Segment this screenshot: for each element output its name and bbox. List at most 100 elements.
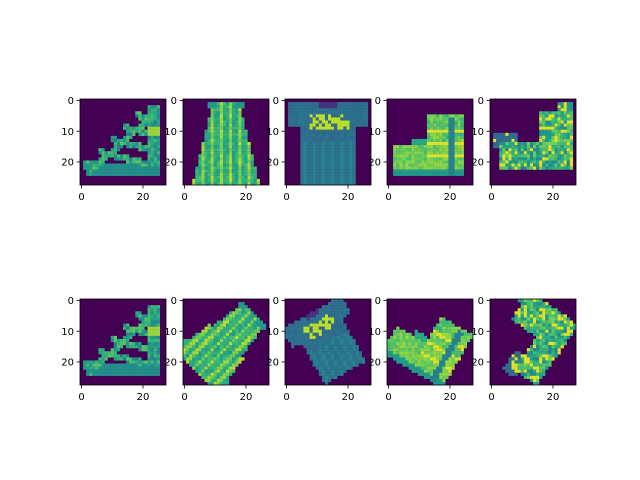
pixel-cell <box>219 172 224 176</box>
pixel-cell <box>331 348 335 352</box>
pixel-cell <box>303 181 307 186</box>
pixel-cell <box>454 332 458 337</box>
pixel-cell <box>312 314 316 318</box>
pixel-cell <box>195 363 199 367</box>
pixel-cell <box>213 102 217 106</box>
pixel-cell <box>414 142 418 146</box>
pixel-cell <box>340 338 344 343</box>
pixel-cell <box>119 338 124 343</box>
pixel-cell <box>526 351 531 355</box>
pixel-cell <box>250 169 254 173</box>
pixel-cell <box>539 354 543 358</box>
pixel-cell <box>414 154 418 158</box>
pixel-cell <box>98 366 102 370</box>
pixel-cell <box>563 138 567 143</box>
pixel-cell <box>399 148 403 152</box>
pixel-cell <box>92 163 96 167</box>
pixel-cell <box>554 317 558 321</box>
pixel-cell <box>210 342 214 346</box>
pixel-cell <box>198 345 202 349</box>
pixel-cell <box>433 345 437 349</box>
pixel-cell <box>533 317 537 321</box>
pixel-cell <box>328 378 332 383</box>
pixel-cell <box>324 154 329 158</box>
pixel-cell <box>204 175 208 180</box>
pixel-cell <box>560 338 564 343</box>
pixel-cell <box>110 354 114 358</box>
pixel-cell <box>331 305 335 309</box>
pixel-cell <box>204 345 208 349</box>
x-tick-label: 20 <box>547 192 560 203</box>
pixel-cell <box>355 354 359 358</box>
pixel-cell <box>457 338 461 343</box>
pixel-cell <box>545 123 549 127</box>
pixel-cell <box>250 160 254 164</box>
pixel-cell <box>499 145 503 149</box>
pixel-cell <box>340 154 344 158</box>
pixel-cell <box>523 311 528 315</box>
pixel-cell <box>153 126 157 130</box>
pixel-cell <box>229 357 233 361</box>
pixel-cell <box>349 108 353 112</box>
pixel-cell <box>337 132 341 137</box>
pixel-cell <box>86 172 90 176</box>
pixel-cell <box>318 354 323 358</box>
pixel-cell <box>328 111 332 115</box>
pixel-cell <box>141 129 145 133</box>
pixel-cell <box>399 329 403 333</box>
pixel-cell <box>460 163 464 167</box>
pixel-cell <box>244 166 248 170</box>
pixel-cell <box>288 120 292 124</box>
pixel-cell <box>346 138 350 143</box>
pixel-cell <box>451 163 455 167</box>
pixel-cell <box>138 132 142 137</box>
pixel-cell <box>232 311 236 315</box>
pixel-cell <box>119 354 124 358</box>
pixel-cell <box>526 160 531 164</box>
pixel-cell <box>439 323 443 327</box>
pixel-cell <box>207 151 211 155</box>
pixel-cell <box>318 338 323 343</box>
pixel-cell <box>300 129 304 133</box>
pixel-cell <box>539 123 543 127</box>
pixel-cell <box>557 320 561 324</box>
pixel-cell <box>204 157 208 161</box>
pixel-cell <box>135 311 139 315</box>
pixel-cell <box>321 357 326 361</box>
pixel-cell <box>352 348 356 352</box>
pixel-cell <box>563 123 567 127</box>
pixel-cell <box>226 138 230 143</box>
pixel-cell <box>436 138 440 143</box>
pixel-cell <box>250 163 254 167</box>
pixel-cell <box>436 166 440 170</box>
pixel-cell <box>331 175 335 180</box>
pixel-cell <box>89 160 93 164</box>
pixel-cell <box>150 342 154 346</box>
pixel-cell <box>396 351 400 355</box>
pixel-cell <box>545 305 549 309</box>
pixel-cell <box>219 120 224 124</box>
pixel-cell <box>433 166 437 170</box>
pixel-cell <box>156 151 161 155</box>
pixel-cell <box>226 363 230 367</box>
pixel-cell <box>321 338 326 343</box>
pixel-cell <box>119 172 124 176</box>
pixel-cell <box>150 163 154 167</box>
pixel-cell <box>150 117 154 121</box>
pixel-cell <box>337 111 341 115</box>
pixel-cell <box>343 332 347 337</box>
pixel-cell <box>210 102 214 106</box>
pixel-cell <box>430 351 434 355</box>
pixel-cell <box>520 145 524 149</box>
pixel-cell <box>321 348 326 352</box>
pixel-cell <box>526 357 531 361</box>
pixel-cell <box>533 351 537 355</box>
pixel-cell <box>253 335 257 340</box>
pixel-cell <box>216 102 221 106</box>
pixel-cell <box>554 132 558 137</box>
pixel-cell <box>396 157 400 161</box>
pixel-cell <box>285 332 289 337</box>
pixel-cell <box>210 360 214 364</box>
pixel-cell <box>523 375 528 380</box>
